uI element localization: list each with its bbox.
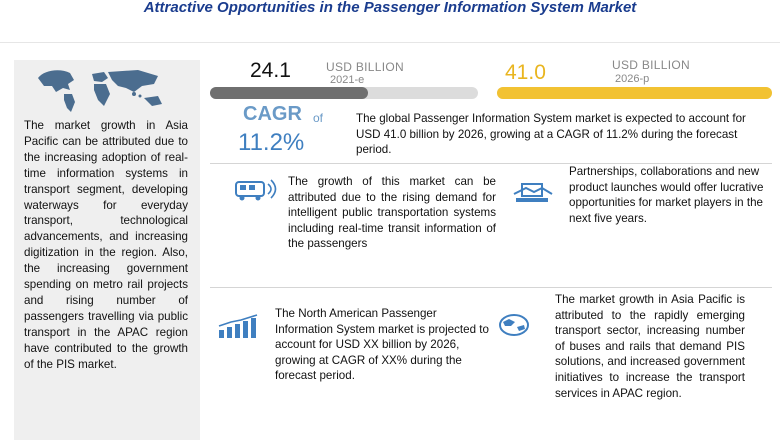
stat-2021-track xyxy=(210,87,478,99)
bar-growth-icon xyxy=(218,314,258,338)
page-title: Attractive Opportunities in the Passenge… xyxy=(143,0,637,16)
growth-text: The growth of this market can be attribu… xyxy=(288,175,496,251)
left-panel: The market growth in Asia Pacific can be… xyxy=(14,60,200,440)
asia-text: The market growth in Asia Pacific is att… xyxy=(555,293,745,400)
cagr-of: of xyxy=(313,111,324,125)
summary-text: The global Passenger Information System … xyxy=(356,112,746,157)
stat-2026-year: 2026-p xyxy=(615,73,650,85)
stat-2021-value: 24.1 xyxy=(250,59,291,82)
stat-2026-value: 41.0 xyxy=(505,61,546,84)
north-america-text: The North American Passenger Information… xyxy=(275,307,489,383)
partnerships-text: Partnerships, collaborations and new pro… xyxy=(569,165,764,225)
divider-line xyxy=(210,287,772,288)
handshake-icon xyxy=(513,183,553,202)
stat-2021-unit: USD BILLION xyxy=(326,60,404,74)
divider-line xyxy=(210,163,772,164)
cagr-label: CAGR xyxy=(243,103,302,125)
stat-2026-track xyxy=(497,87,772,99)
divider xyxy=(0,42,780,43)
bus-signal-icon xyxy=(235,179,277,201)
stat-2026-unit: USD BILLION xyxy=(612,58,690,72)
stat-2021-bar xyxy=(210,87,369,99)
stat-2021-year: 2021-e xyxy=(330,74,365,86)
cagr-value: 11.2% xyxy=(238,129,305,156)
world-map-icon xyxy=(38,70,162,112)
stat-2026-bar xyxy=(497,87,772,99)
globe-icon xyxy=(499,314,529,336)
left-panel-text: The market growth in Asia Pacific can be… xyxy=(24,119,188,371)
